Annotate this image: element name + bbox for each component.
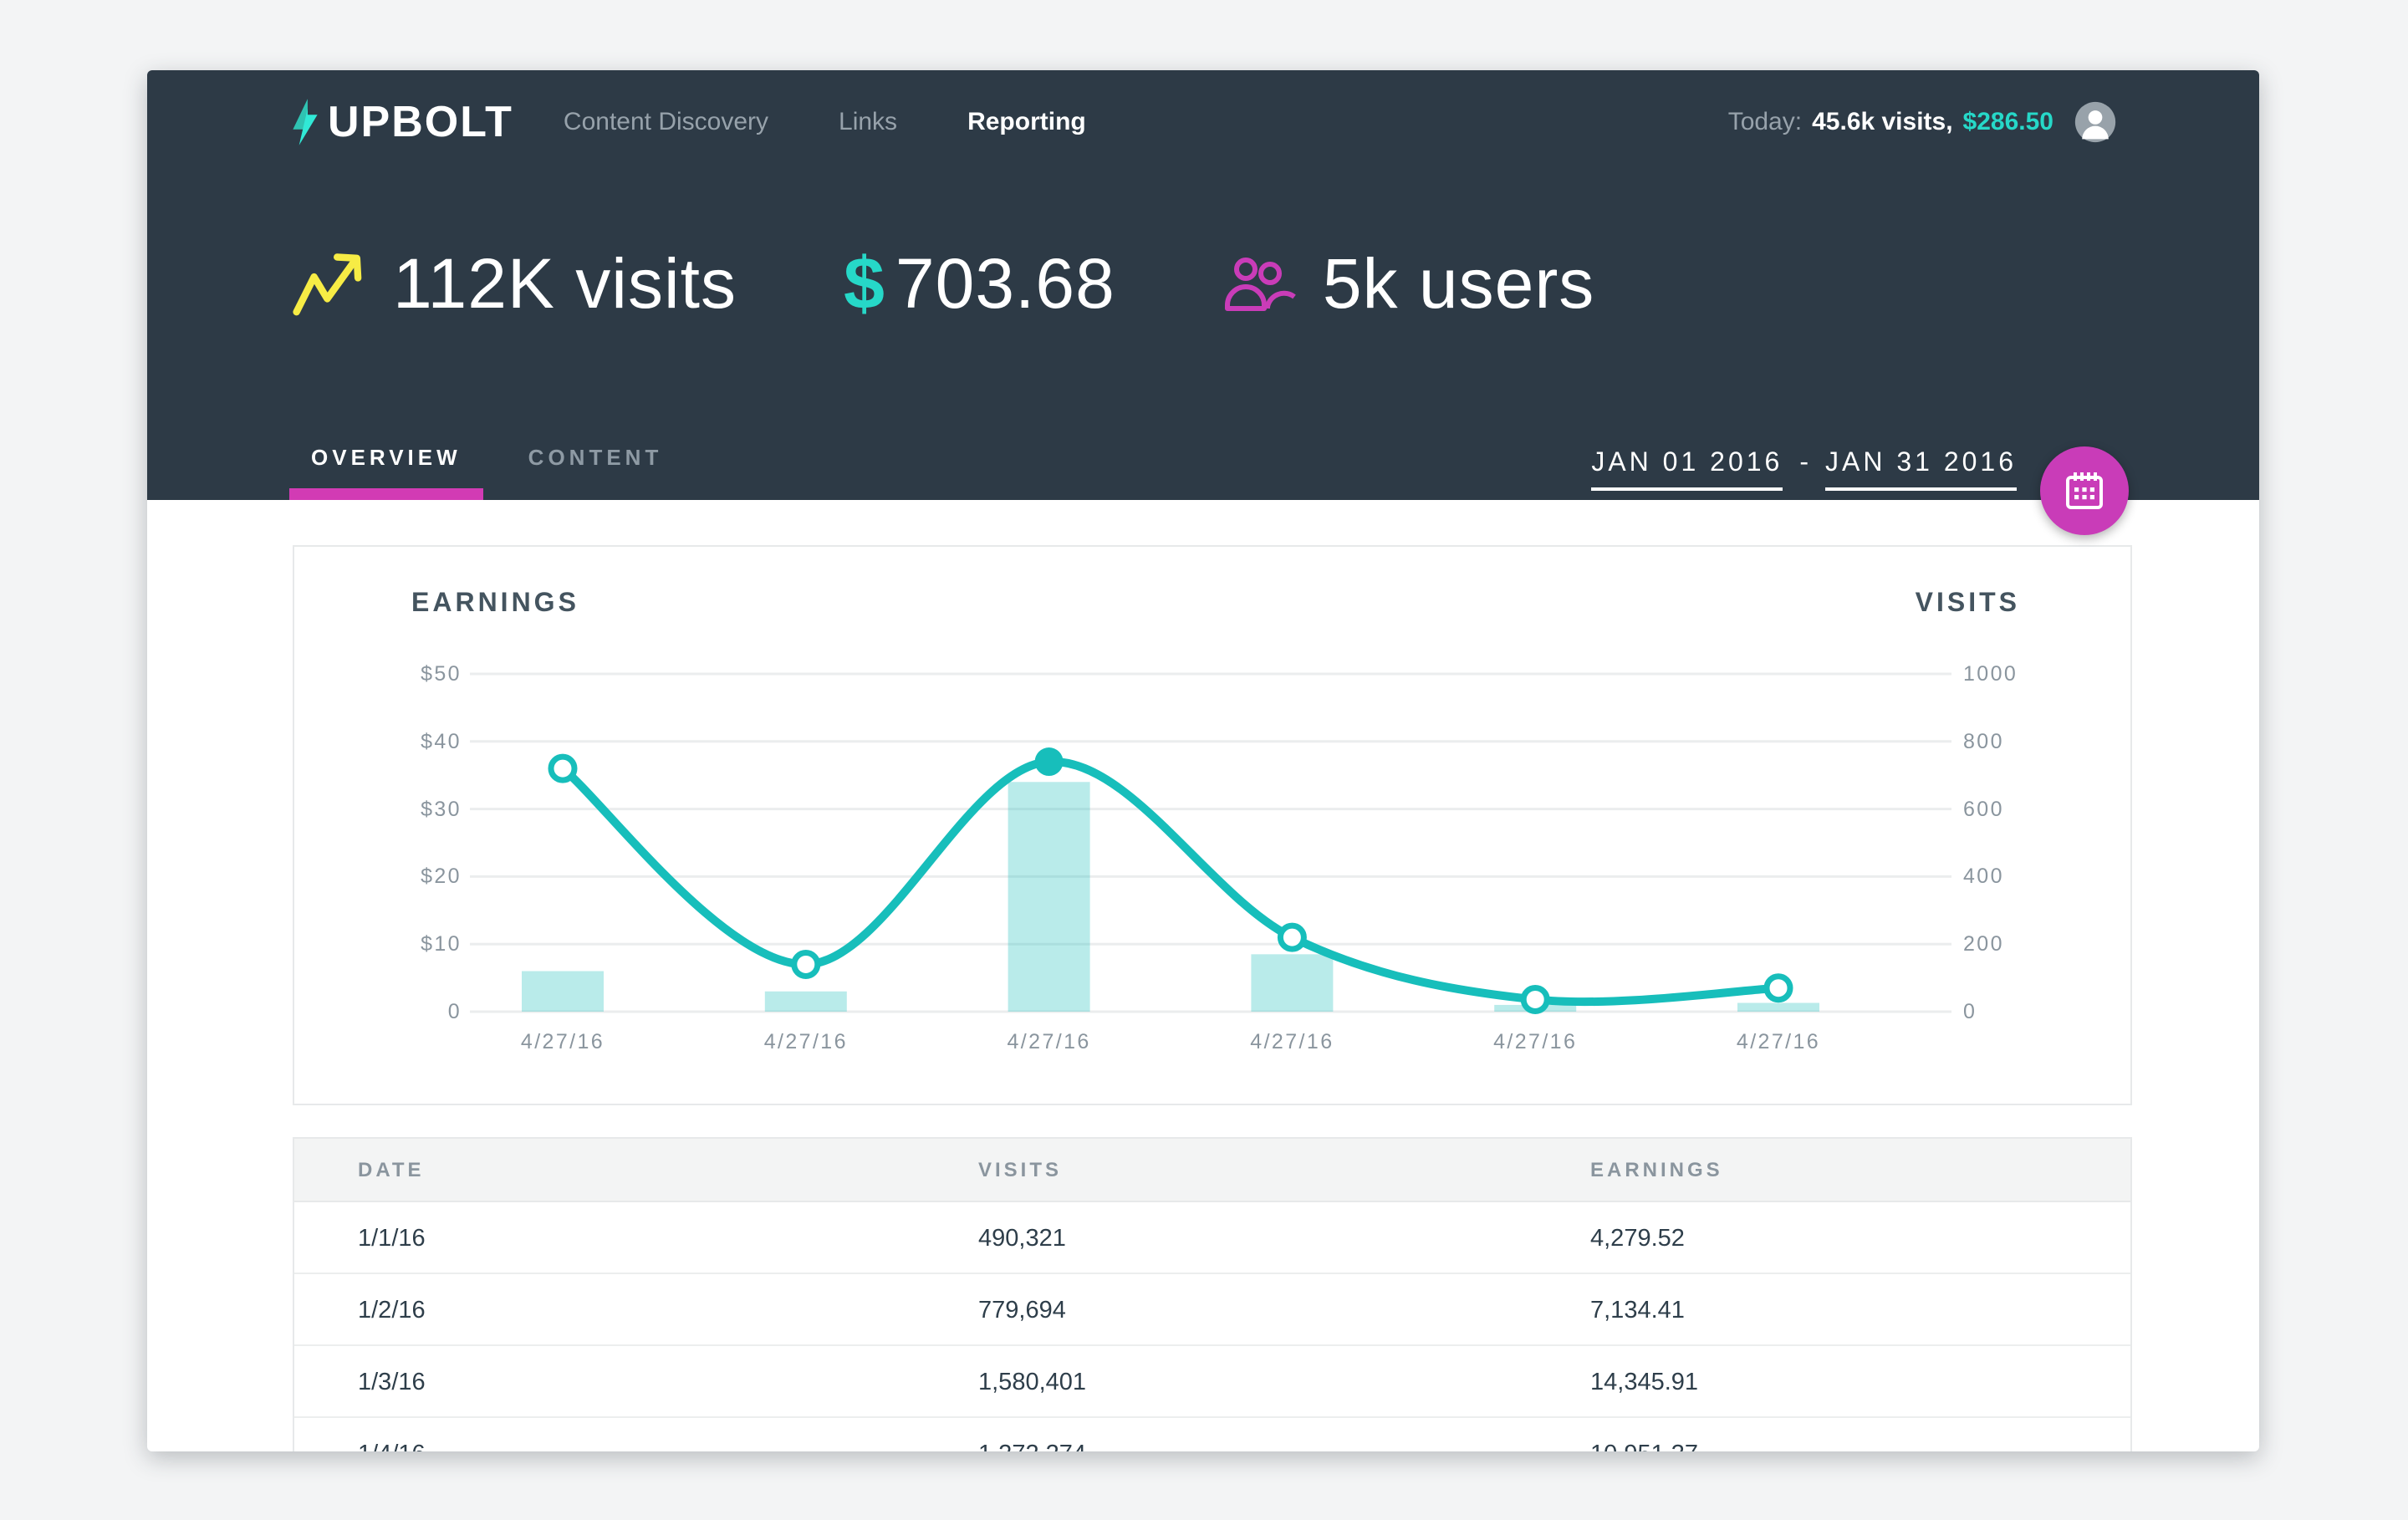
y-tick-left: $10 xyxy=(421,932,462,956)
table-cell-date: 1/4/16 xyxy=(358,1418,426,1451)
bar-earnings xyxy=(1008,782,1090,1012)
line-marker xyxy=(548,753,578,783)
main-nav: Content Discovery Links Reporting xyxy=(564,108,1156,136)
app-window: UPBOLT Content Discovery Links Reporting… xyxy=(147,70,2259,1451)
line-series-visits xyxy=(559,757,1783,1007)
table-row: 1/1/16 490,321 4,279.52 xyxy=(294,1202,2130,1274)
y-tick-right: 0 xyxy=(1963,999,1977,1023)
y-tick-left: $30 xyxy=(421,797,462,821)
today-visits: 45.6k visits, xyxy=(1812,108,1953,135)
nav-content-discovery[interactable]: Content Discovery xyxy=(563,108,769,135)
line-marker xyxy=(1277,922,1307,952)
brand-name: UPBOLT xyxy=(328,98,513,146)
x-tick: 4/27/16 xyxy=(1493,1030,1578,1053)
bar-earnings xyxy=(522,971,604,1012)
table-cell-date: 1/1/16 xyxy=(358,1225,426,1252)
top-nav-bar: UPBOLT Content Discovery Links Reporting… xyxy=(147,70,2259,154)
stat-users: 5k users xyxy=(1222,243,1594,324)
line-marker xyxy=(791,949,821,979)
today-label: Today: xyxy=(1727,108,1803,135)
table-cell-visits: 779,694 xyxy=(978,1297,1066,1324)
table-row: 1/4/16 1,272,274 10,951.37 xyxy=(294,1418,2130,1451)
date-range-end[interactable]: JAN 31 2016 xyxy=(1824,446,2017,491)
y-tick-right: 200 xyxy=(1963,932,2004,956)
users-icon xyxy=(1222,253,1299,314)
chart-title-earnings: EARNINGS xyxy=(411,587,579,617)
tab-overview[interactable]: OVERVIEW xyxy=(289,441,483,500)
earnings-visits-chart xyxy=(470,672,1951,1014)
bar-earnings xyxy=(1251,954,1334,1012)
table-cell-date: 1/3/16 xyxy=(358,1369,426,1395)
stat-visits: 112K visits xyxy=(289,243,737,324)
table-cell-earnings: 10,951.37 xyxy=(1590,1418,1698,1451)
user-avatar-icon xyxy=(2074,101,2116,143)
y-axis-left: $50 $40 $30 $20 $10 0 xyxy=(341,659,462,1027)
calendar-button[interactable] xyxy=(2040,446,2129,535)
dollar-sign: $ xyxy=(843,242,885,324)
avatar[interactable] xyxy=(2074,100,2117,144)
date-range-separator: - xyxy=(1799,446,1809,477)
calendar-icon xyxy=(2066,472,2103,509)
y-tick-right: 600 xyxy=(1963,797,2004,821)
x-axis: 4/27/16 4/27/16 4/27/16 4/27/16 4/27/16 4/27/… xyxy=(294,1027,2132,1060)
table-row: 1/3/16 1,580,401 14,345.91 xyxy=(294,1346,2130,1418)
x-tick: 4/27/16 xyxy=(1007,1030,1091,1053)
table-cell-date: 1/2/16 xyxy=(358,1297,426,1324)
bolt-icon xyxy=(293,99,318,145)
data-table: DATE VISITS EARNINGS 1/1/16 490,321 4,279.52… xyxy=(293,1137,2132,1451)
table-cell-visits: 1,272,274 xyxy=(978,1418,1086,1451)
line-marker xyxy=(1763,973,1793,1003)
table-cell-earnings: 14,345.91 xyxy=(1590,1369,1699,1395)
table-header: DATE VISITS EARNINGS xyxy=(294,1139,2130,1202)
bar-earnings xyxy=(764,991,847,1012)
today-summary: Today: 45.6k visits, $286.50 xyxy=(1728,100,2117,144)
trend-up-icon xyxy=(289,248,370,319)
y-tick-left: $50 xyxy=(421,662,462,686)
line-marker xyxy=(1034,747,1064,777)
tab-content[interactable]: CONTENT xyxy=(507,441,685,500)
stat-visits-value: 112K visits xyxy=(393,243,737,323)
x-tick: 4/27/16 xyxy=(1250,1030,1334,1053)
brand-logo[interactable]: UPBOLT xyxy=(289,95,513,149)
table-cell-earnings: 7,134.41 xyxy=(1590,1297,1685,1324)
table-body: 1/1/16 490,321 4,279.52 1/2/16 779,694 7,134.… xyxy=(294,1202,2130,1451)
x-tick: 4/27/16 xyxy=(520,1030,605,1053)
nav-reporting[interactable]: Reporting xyxy=(967,108,1086,135)
table-cell-earnings: 4,279.52 xyxy=(1590,1225,1685,1252)
tab-content-label: CONTENT xyxy=(528,445,663,470)
stat-users-value: 5k users xyxy=(1322,243,1595,323)
bar-earnings xyxy=(1737,1002,1819,1012)
y-tick-right: 1000 xyxy=(1963,662,2018,686)
y-axis-right: 1000 800 600 400 200 0 xyxy=(1963,659,2097,1027)
column-header-earnings: EARNINGS xyxy=(1590,1159,1723,1181)
y-tick-left: $20 xyxy=(421,865,462,889)
x-tick: 4/27/16 xyxy=(763,1030,848,1053)
stats-row: 112K visits $ 703.68 5k us xyxy=(289,241,2117,326)
nav-links[interactable]: Links xyxy=(839,108,898,135)
today-earnings: $286.50 xyxy=(1962,108,2053,135)
x-tick: 4/27/16 xyxy=(1736,1030,1821,1053)
column-header-visits: VISITS xyxy=(978,1159,1063,1181)
table-cell-visits: 1,580,401 xyxy=(978,1369,1087,1395)
column-header-date: DATE xyxy=(358,1159,425,1181)
chart-title-visits: VISITS xyxy=(1915,587,2020,617)
chart-card: EARNINGS VISITS $50 $40 $30 $20 $10 0 1000 800… xyxy=(293,545,2132,1105)
date-range-start[interactable]: JAN 01 2016 xyxy=(1591,446,1783,491)
y-tick-right: 400 xyxy=(1963,865,2004,889)
line-marker xyxy=(1520,984,1550,1014)
y-tick-left: $40 xyxy=(421,729,462,753)
table-row: 1/2/16 779,694 7,134.41 xyxy=(294,1274,2130,1346)
table-cell-visits: 490,321 xyxy=(978,1225,1066,1252)
date-range: JAN 01 2016 - JAN 31 2016 xyxy=(1591,446,2017,491)
y-tick-right: 800 xyxy=(1963,729,2004,753)
y-tick-left: 0 xyxy=(447,999,462,1023)
stat-earnings-value: 703.68 xyxy=(895,243,1115,323)
header: UPBOLT Content Discovery Links Reporting… xyxy=(147,70,2259,535)
tab-overview-label: OVERVIEW xyxy=(311,445,462,470)
tabs: OVERVIEW CONTENT xyxy=(289,441,707,500)
stat-earnings: $ 703.68 xyxy=(844,241,1115,326)
